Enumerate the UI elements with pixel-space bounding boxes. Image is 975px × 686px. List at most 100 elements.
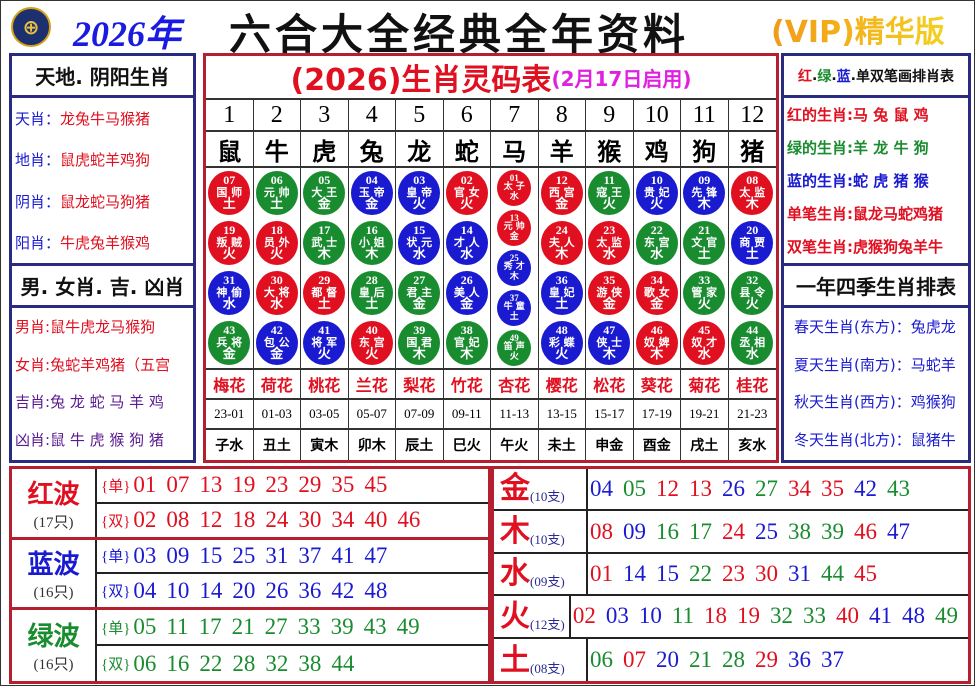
flower-cell: 樱花 [538,370,586,400]
element-number: 40 [836,603,859,629]
ball-number: 46 [650,323,663,338]
element-numbers: 04 05 12 13 26 27 34 35 42 43 [588,469,968,509]
ball-number: 22 [650,223,663,238]
tiandi-row: 阳肖：牛虎兔羊猴鸡 [12,232,193,253]
ball-name: 大 将 [263,285,290,299]
number-ball: 38 官 妃木 [445,321,488,365]
wave-number: 31 [265,542,289,568]
row-value: 兔虎龙 [910,318,956,337]
zodiac-cell: 龙 [396,132,444,168]
column-number: 9 [586,100,634,132]
ball-name: 游 侠 [596,285,623,299]
time-cell: 01-03 [253,400,301,430]
color-stroke-row: 单笔生肖:鼠龙马蛇鸡猪 [784,203,968,224]
ball-name: 牛 童 [503,302,525,313]
ball-number: 14 [460,223,473,238]
element-number: 04 [590,476,613,502]
ball-element: 木 [650,347,664,363]
gender-row: 男肖:鼠牛虎龙马猴狗 [12,316,193,337]
wave-number: 44 [331,650,355,676]
row-key: 男肖: [15,318,51,337]
branch-cell: 申金 [586,430,634,460]
ball-element: 土 [697,247,711,263]
branch-cell: 辰土 [396,430,444,460]
number-ball: 16 小 姐木 [350,221,393,265]
ball-column: 09 先 锋木 21 文 官土 33 管 家火 45 奴 才水 [681,168,729,370]
row-value: 牛虎兔羊猴鸡 [60,233,151,252]
number-ball: 27 君 主金 [398,271,441,315]
zodiac-cell: 蛇 [443,132,491,168]
ball-element: 土 [365,297,379,313]
season-row: 春天生肖(东方)：兔虎龙 [784,316,968,337]
gender-row: 凶肖:鼠 牛 虎 猴 狗 猪 [12,429,193,450]
element-number: 16 [656,518,679,544]
ball-name: 商 贾 [739,235,766,249]
ball-number: 37 [509,292,519,303]
ball-element: 火 [222,247,236,263]
element-number: 38 [788,518,811,544]
ball-element: 水 [745,347,759,363]
number-ball: 41 将 军火 [303,321,346,365]
row-key: 秋天生肖(西方)： [794,393,911,412]
ball-number: 34 [650,273,663,288]
ball-name: 侠 士 [596,335,623,349]
flower-cell: 松花 [586,370,634,400]
ball-element: 火 [509,351,519,362]
wave-number: 24 [265,507,289,533]
element-number: 39 [821,518,844,544]
flower-cell: 梅花 [206,370,254,400]
gender-luck-title: 男. 女肖. 吉. 凶肖 [12,266,193,308]
ball-element: 木 [365,247,379,263]
element-number: 08 [590,518,613,544]
number-ball: 32 县 令火 [731,271,774,315]
wave-number: 32 [265,650,289,676]
ball-number: 05 [318,173,331,188]
color-stroke-row: 蓝的生肖:蛇 虎 猪 猴 [784,170,968,191]
number-ball: 48 彩 蝶火 [540,321,583,365]
row-key: 双笔生肖: [787,238,853,256]
wave-number: 28 [232,650,256,676]
number-ball: 49 笛 声火 [497,330,532,366]
element-number: 17 [689,518,712,544]
flower-cell: 梨花 [396,370,444,400]
season-title: 一年四季生肖排表 [784,266,968,308]
element-count: (09支) [530,574,565,590]
element-number: 19 [737,603,760,629]
ball-number: 31 [223,273,236,288]
element-number: 32 [770,603,793,629]
wave-number: 33 [297,614,321,640]
number-ball: 15 状 元水 [398,221,441,265]
row-value: 鼠猪牛 [910,430,956,449]
ball-number: 23 [603,223,616,238]
ball-number: 06 [270,173,283,188]
ball-number: 49 [509,332,519,343]
zodiac-cell: 猴 [586,132,634,168]
column-number: 12 [728,100,776,132]
element-number: 45 [854,560,877,586]
row-value: 鸡猴狗 [910,393,956,412]
ball-number: 04 [365,173,378,188]
wave-number: 11 [166,614,189,640]
ball-element: 木 [412,347,426,363]
ball-name: 小 姐 [358,235,385,249]
ball-number: 26 [460,273,473,288]
ball-number: 01 [509,172,519,183]
ball-name: 东 宫 [358,335,385,349]
wave-label: 蓝波 (16只) [12,539,97,608]
ball-element: 木 [745,197,759,213]
wave-label: 绿波 (16只) [12,610,97,681]
wave-number: 10 [166,577,190,603]
wave-group: 蓝波 (16只) {单} 03 09 15 25 31 37 41 47 {双} 04 10 14 20 26 3… [12,539,488,611]
ball-element: 土 [555,297,569,313]
title-part: 红 [798,68,812,85]
ball-element: 水 [412,247,426,263]
wave-group: 绿波 (16只) {单} 05 11 17 21 27 33 39 43 49 {双} 06 16 22 28 3… [12,610,488,681]
ball-number: 21 [698,223,711,238]
row-value: 鼠虎蛇羊鸡狗 [60,151,151,170]
ball-element: 金 [270,347,284,363]
wave-number: 37 [298,542,322,568]
row-key: 天肖： [15,110,61,129]
zodiac-cell: 猪 [728,132,776,168]
ball-element: 火 [270,247,284,263]
number-ball: 09 先 锋木 [683,171,726,215]
